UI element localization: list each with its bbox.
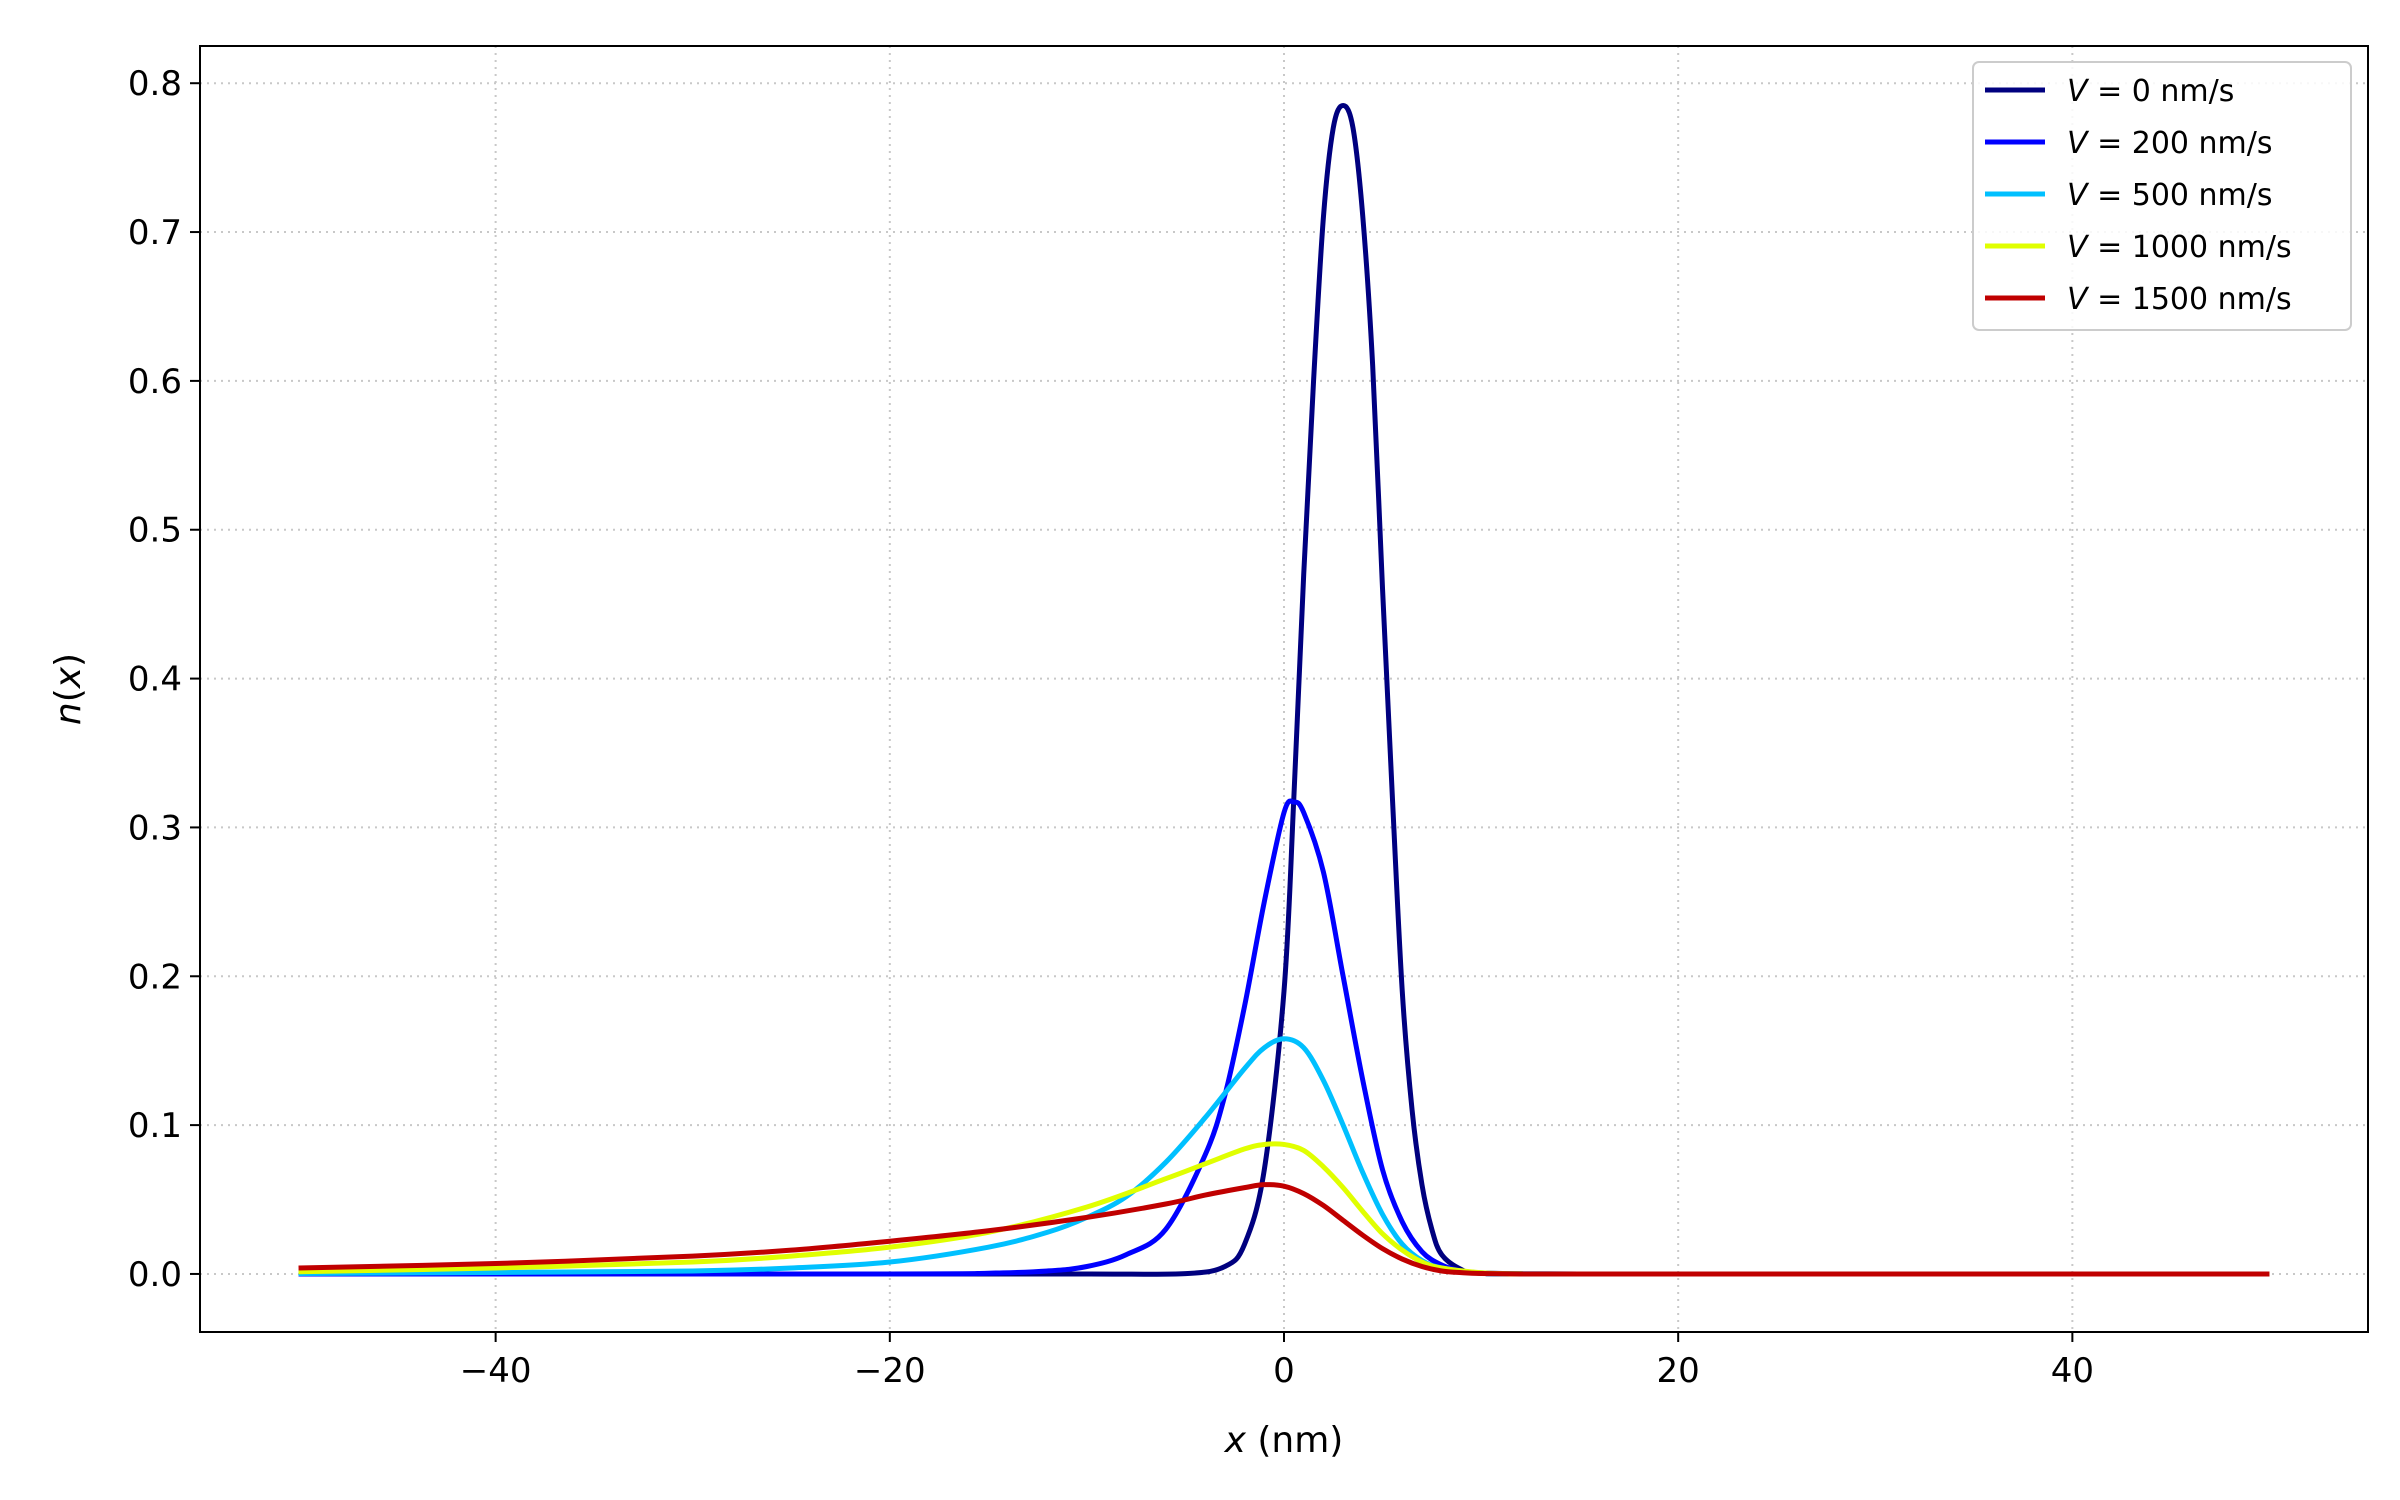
series-line-4 (298, 1182, 2270, 1277)
x-axis-label-unit: (nm) (1246, 1420, 1343, 1461)
y-tick-label: 0.2 (128, 957, 182, 997)
x-tick-label: 20 (1657, 1351, 1700, 1391)
legend-label-4: V = 1500 nm/s (2067, 282, 2292, 317)
y-tick-label: 0.0 (128, 1255, 182, 1295)
legend: V = 0 nm/s V = 200 nm/s V = 500 nm/s V = 10… (1972, 61, 2352, 331)
y-tick-label: 0.1 (128, 1106, 182, 1146)
series-lines (298, 103, 2270, 1277)
x-axis-label-var: x (1224, 1420, 1247, 1461)
y-axis-label-fn: n (48, 702, 89, 725)
legend-label-0: V = 0 nm/s (2067, 74, 2234, 109)
y-axis-label: n(x) (48, 653, 89, 725)
legend-label-3: V = 1000 nm/s (2067, 230, 2292, 265)
y-tick-label: 0.3 (128, 808, 182, 848)
x-tick-label: 0 (1273, 1351, 1295, 1391)
y-tick-label: 0.7 (128, 213, 182, 253)
legend-box (1972, 61, 2352, 331)
y-tick-label: 0.4 (128, 660, 182, 700)
x-tick-label: 40 (2051, 1351, 2094, 1391)
y-axis-label-var: x (48, 666, 89, 689)
y-tick-label: 0.6 (128, 362, 182, 402)
legend-label-2: V = 500 nm/s (2067, 178, 2273, 213)
x-axis-label: x (nm) (1224, 1420, 1344, 1461)
x-tick-label: −20 (854, 1351, 926, 1391)
y-tick-label: 0.5 (128, 511, 182, 551)
axis-ticks: −40 −20 0 20 40 0.0 0.1 0.2 0.3 0.4 0.5 0.6 0.7 0.8 (128, 64, 2094, 1391)
legend-label-1: V = 200 nm/s (2067, 126, 2273, 161)
series-line-0 (298, 103, 2270, 1277)
y-tick-label: 0.8 (128, 64, 182, 104)
x-tick-label: −40 (460, 1351, 532, 1391)
